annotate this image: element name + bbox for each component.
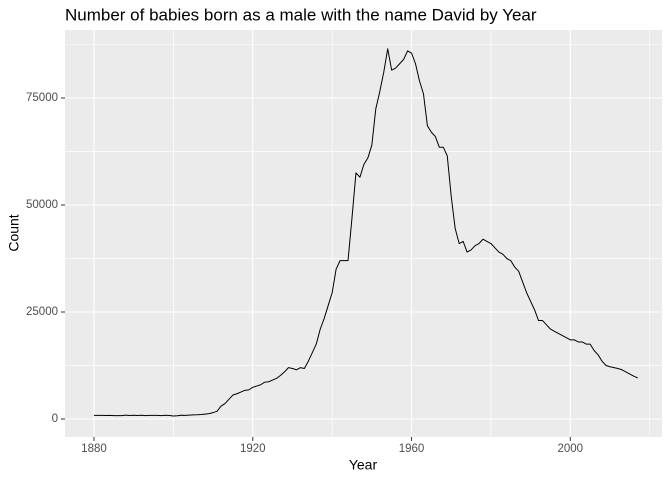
x-tick-label: 1920: [240, 443, 266, 455]
x-tick-label: 1960: [399, 443, 425, 455]
x-tick-label: 2000: [558, 443, 584, 455]
x-axis-title: Year: [349, 457, 378, 473]
y-tick-label: 0: [52, 413, 58, 425]
y-tick-label: 50000: [26, 199, 58, 211]
line-series: [93, 48, 638, 417]
x-tick-label: 1880: [81, 443, 107, 455]
y-tick-label: 25000: [26, 306, 58, 318]
plot-panel: [65, 30, 662, 437]
y-tick-label: 75000: [26, 92, 58, 104]
y-axis-title: Count: [6, 214, 22, 251]
chart-title: Number of babies born as a male with the…: [65, 5, 537, 24]
